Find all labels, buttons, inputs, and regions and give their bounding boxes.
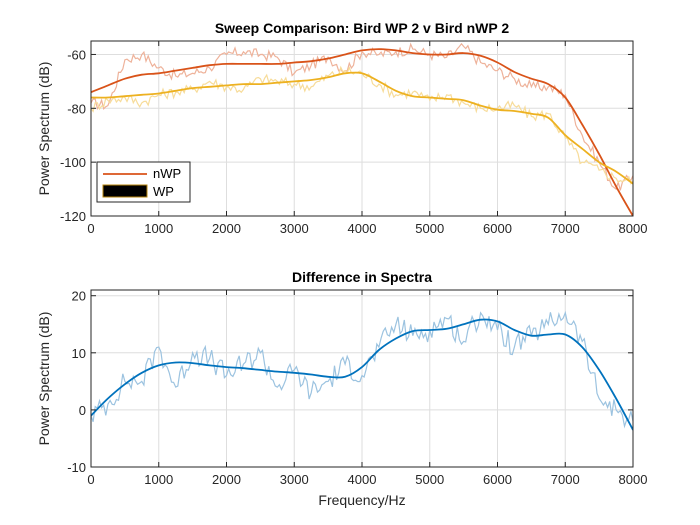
x-tick-label: 4000 <box>348 472 377 487</box>
raw-series-line <box>91 310 633 429</box>
x-tick-label: 7000 <box>551 472 580 487</box>
chart-title: Difference in Spectra <box>292 269 432 285</box>
smoothed-series-line <box>91 318 633 431</box>
y-tick-label: 0 <box>79 403 86 418</box>
y-tick-label: -100 <box>60 155 86 170</box>
x-tick-label: 0 <box>87 472 94 487</box>
legend-label-nwp: nWP <box>153 166 181 181</box>
x-tick-label: 8000 <box>619 221 648 236</box>
x-tick-label: 2000 <box>212 221 241 236</box>
y-axis-label: Power Spectrum (dB) <box>36 62 52 196</box>
y-axis-label: Power Spectrum (dB) <box>36 312 52 446</box>
x-axis-label: Frequency/Hz <box>318 492 405 508</box>
x-tick-label: 4000 <box>348 221 377 236</box>
plot-area <box>91 310 633 431</box>
x-tick-label: 8000 <box>619 472 648 487</box>
x-tick-label: 3000 <box>280 221 309 236</box>
raw-series-line <box>91 42 633 191</box>
x-tick-label: 7000 <box>551 221 580 236</box>
x-tick-label: 1000 <box>144 221 173 236</box>
y-tick-label: 10 <box>72 346 86 361</box>
x-tick-label: 2000 <box>212 472 241 487</box>
x-tick-label: 0 <box>87 221 94 236</box>
legend: nWP WP <box>96 161 191 203</box>
x-tick-label: 5000 <box>415 221 444 236</box>
smoothed-series-line <box>91 48 633 216</box>
x-tick-label: 1000 <box>144 472 173 487</box>
x-tick-label: 3000 <box>280 472 309 487</box>
legend-swatch-wp <box>102 184 148 198</box>
x-tick-label: 6000 <box>483 221 512 236</box>
bottom-axes: 0 1000 2000 3000 4000 5000 6000 7000 8000-100102… <box>36 269 647 508</box>
y-tick-label: -80 <box>67 101 86 116</box>
x-tick-label: 6000 <box>483 472 512 487</box>
y-tick-label: -10 <box>67 460 86 475</box>
smoothed-series-line <box>91 71 633 185</box>
y-tick-label: -60 <box>67 47 86 62</box>
top-axes: 0 1000 2000 3000 4000 5000 6000 7000 8000 -120 -10… <box>36 20 647 236</box>
y-tick-label: 20 <box>72 289 86 304</box>
x-tick-label: 5000 <box>415 472 444 487</box>
chart-title: Sweep Comparison: Bird WP 2 v Bird nWP 2 <box>215 20 510 36</box>
y-tick-label: -120 <box>60 209 86 224</box>
legend-label-wp: WP <box>153 184 174 199</box>
plot-area <box>91 42 633 216</box>
